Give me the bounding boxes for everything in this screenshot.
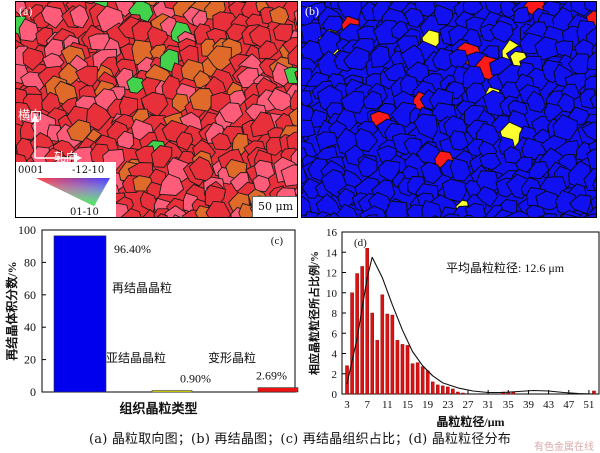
rolling-direction-label: 轧向 (54, 150, 79, 164)
axis-arrows-icon (31, 114, 82, 162)
chart-d-ylabel: 相应晶粒粒径所占比例/% (307, 251, 321, 375)
chart-d-xtick-label: 51 (583, 399, 594, 411)
chart-d-xtick-label: 7 (364, 399, 370, 411)
chart-c-value-label: 0.90% (180, 372, 211, 386)
chart-d-bar (451, 388, 455, 395)
chart-c-xlabel: 组织晶粒类型 (119, 401, 197, 416)
chart-d-xlabel: 晶粒粒径/μm (436, 414, 504, 427)
chart-d-xtick-label: 3 (344, 399, 350, 411)
chart-d-frame (341, 231, 600, 395)
chart-c-ytick-label: 60 (24, 288, 36, 302)
chart-c-category-label: 变形晶粒 (208, 350, 256, 365)
chart-d-bar (350, 292, 354, 395)
watermark: 有色金属在线 (534, 442, 594, 453)
chart-c-ytick-label: 80 (24, 255, 36, 269)
recrystallization-map-panel: (b) (301, 1, 597, 218)
chart-c-ytick-label: 0 (30, 385, 36, 399)
chart-c-bar (257, 387, 299, 393)
chart-d-bar (425, 370, 430, 395)
chart-d-ytick-label: 2 (332, 369, 338, 381)
transverse-direction-label: 横向 (18, 108, 43, 122)
chart-d-xtick-label: 47 (563, 399, 575, 411)
panel-a-label: (a) (19, 4, 33, 18)
chart-d-xtick-label: 23 (442, 399, 454, 411)
chart-d-bar (420, 366, 425, 395)
chart-d-ytick-label: 6 (332, 328, 338, 340)
chart-d-xtick-label: 43 (543, 399, 555, 411)
chart-c-value-label: 96.40% (114, 242, 151, 256)
scale-bar: 50 μm (252, 196, 297, 217)
chart-d-ytick-label: 0 (332, 389, 338, 401)
chart-d-fit-line (346, 256, 595, 395)
chart-d-bar (345, 365, 349, 395)
chart-d-bar (410, 363, 415, 395)
chart-d-bar (360, 266, 364, 395)
chart-d-ytick-label: 14 (326, 247, 338, 259)
chart-d-xtick-label: 19 (422, 399, 434, 411)
figure-caption: (a) 晶粒取向图；(b) 再结晶图；(c) 再结晶组织占比；(d) 晶粒粒径分… (89, 432, 511, 447)
panel-b-label: (b) (305, 4, 319, 18)
chart-c-bar (151, 390, 193, 393)
chart-d-bar (385, 313, 390, 395)
chart-d-bar (446, 386, 450, 395)
ipf-0001-label: 0001 (18, 165, 44, 176)
chart-d-bar (375, 340, 380, 395)
chart-d-bar (355, 273, 359, 395)
chart-d-xtick-label: 11 (382, 399, 393, 411)
chart-d-xtick-label: 27 (462, 399, 474, 411)
grain-size-distribution-chart: 0 2 4 6 8 10 12 14 16 3 7 11 15 19 23 27 31 35 39 43 47 51 (d)… (307, 227, 600, 427)
chart-d-bar (380, 294, 385, 395)
chart-d-bar (370, 312, 374, 395)
orientation-map-panel: (a) 横向 轧向 0001 -12-10 01-10 50 μm (15, 1, 298, 218)
chart-d-ytick-label: 10 (326, 288, 338, 300)
chart-c-panel-label: (c) (271, 235, 284, 247)
chart-d-bar (430, 381, 435, 395)
ipf-0110-label: 01-10 (70, 207, 99, 218)
chart-d-bar (390, 314, 395, 395)
chart-c-ytick-label: 20 (24, 353, 36, 367)
chart-d-bar (456, 391, 460, 395)
chart-c-category-label: 再结晶晶粒 (112, 280, 172, 295)
chart-d-ytick-label: 16 (326, 227, 338, 239)
chart-d-xtick-label: 31 (483, 399, 494, 411)
ipf-1210-label: -12-10 (72, 165, 105, 176)
chart-d-xtick-label: 39 (523, 399, 535, 411)
chart-d-bar (395, 340, 400, 395)
chart-c-bar (53, 235, 107, 393)
chart-d-bar (441, 385, 445, 395)
chart-d-bar (435, 384, 440, 395)
chart-d-ytick-label: 8 (332, 308, 338, 320)
chart-c-ytick-label: 100 (18, 223, 36, 237)
chart-d-xtick-label: 35 (503, 399, 515, 411)
chart-d-ytick-label: 4 (332, 349, 338, 361)
chart-c-ytick-label: 40 (24, 320, 36, 334)
chart-d-bar (415, 362, 420, 395)
chart-d-bar (365, 248, 369, 395)
chart-d-ytick-label: 12 (326, 268, 337, 280)
chart-d-bar (400, 344, 405, 395)
chart-c-category-label: 亚结晶晶粒 (106, 350, 166, 365)
recrystallization-map-image (302, 2, 596, 217)
chart-d-xtick-label: 15 (402, 399, 414, 411)
chart-c-ylabel: 再结晶体积分数/% (4, 261, 19, 360)
ipf-legend: 0001 -12-10 01-10 (16, 162, 116, 218)
chart-d-bar (405, 345, 410, 395)
ipf-triangle-icon (36, 178, 110, 206)
chart-c-value-label: 2.69% (256, 369, 287, 383)
chart-d-panel-label: (d) (354, 237, 367, 249)
chart-d-bar (461, 392, 465, 395)
chart-d-annotation: 平均晶粒粒径: 12.6 μm (446, 260, 565, 275)
